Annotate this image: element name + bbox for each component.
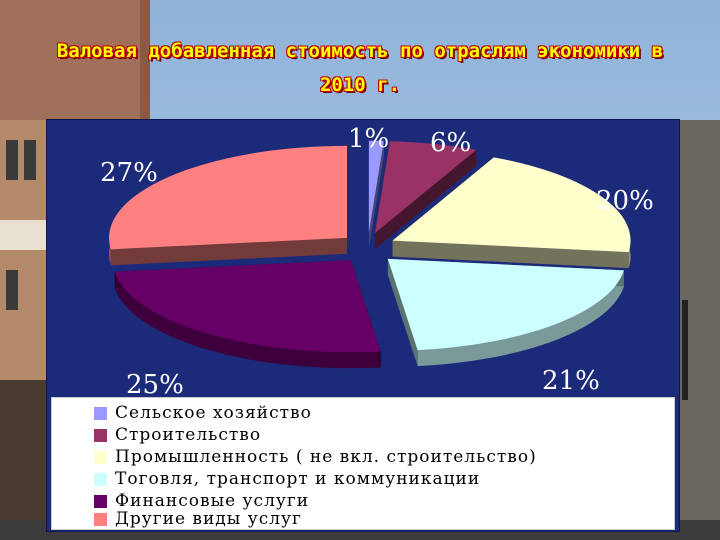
legend-item-other: Другие виды услуг	[94, 508, 302, 530]
percent-label: 25%	[126, 370, 184, 400]
legend-label: Тоговля, транспорт и коммуникации	[115, 469, 481, 489]
slice-agriculture	[368, 140, 384, 249]
slice-industry-top	[392, 157, 631, 253]
legend-item-construction: Строительство	[94, 424, 261, 446]
legend-swatch	[94, 428, 107, 442]
chart-title-line2: 2010 г.	[319, 74, 401, 96]
slice-agriculture-edge	[368, 140, 384, 249]
slice-trade-top	[387, 258, 624, 351]
legend-swatch	[94, 406, 107, 420]
legend-label: Сельское хозяйство	[115, 403, 312, 423]
legend-item-trade: Тоговля, транспорт и коммуникации	[94, 468, 480, 490]
slice-finance	[114, 260, 381, 369]
percent-label: 20%	[596, 186, 654, 216]
legend-item-industry: Промышленность ( не вкл. строительство)	[94, 446, 537, 468]
slice-agriculture-top	[368, 140, 384, 233]
percent-label: 6%	[430, 128, 472, 158]
legend-label: Финансовые услуги	[115, 491, 310, 511]
percent-label: 21%	[542, 366, 600, 396]
legend-item-agriculture: Сельское хозяйство	[94, 402, 312, 424]
slice-finance-top	[114, 260, 381, 353]
legend-label: Строительство	[115, 425, 262, 445]
legend-swatch	[94, 494, 107, 508]
legend-swatch	[94, 512, 107, 526]
legend-label: Промышленность ( не вкл. строительство)	[115, 447, 537, 467]
chart-title: Валовая добавленная стоимость по отрасля…	[0, 34, 720, 102]
chart-title-line1: Валовая добавленная стоимость по отрасля…	[56, 40, 664, 62]
percent-label: 1%	[348, 124, 390, 154]
slice-other-edge	[110, 145, 347, 266]
legend-item-finance: Финансовые услуги	[94, 490, 309, 512]
percent-label: 27%	[100, 158, 158, 188]
slice-construction-top	[374, 141, 477, 234]
legend-label: Другие виды услуг	[115, 509, 302, 529]
slice-other-top	[108, 145, 347, 250]
legend-swatch	[94, 450, 107, 464]
slice-other	[108, 145, 347, 266]
legend-swatch	[94, 472, 107, 486]
slice-construction	[374, 141, 477, 250]
legend: Сельское хозяйство Строительство Промышл…	[51, 397, 675, 530]
slice-construction-edge	[374, 141, 477, 250]
slice-industry	[392, 157, 631, 269]
slice-trade	[387, 258, 624, 367]
